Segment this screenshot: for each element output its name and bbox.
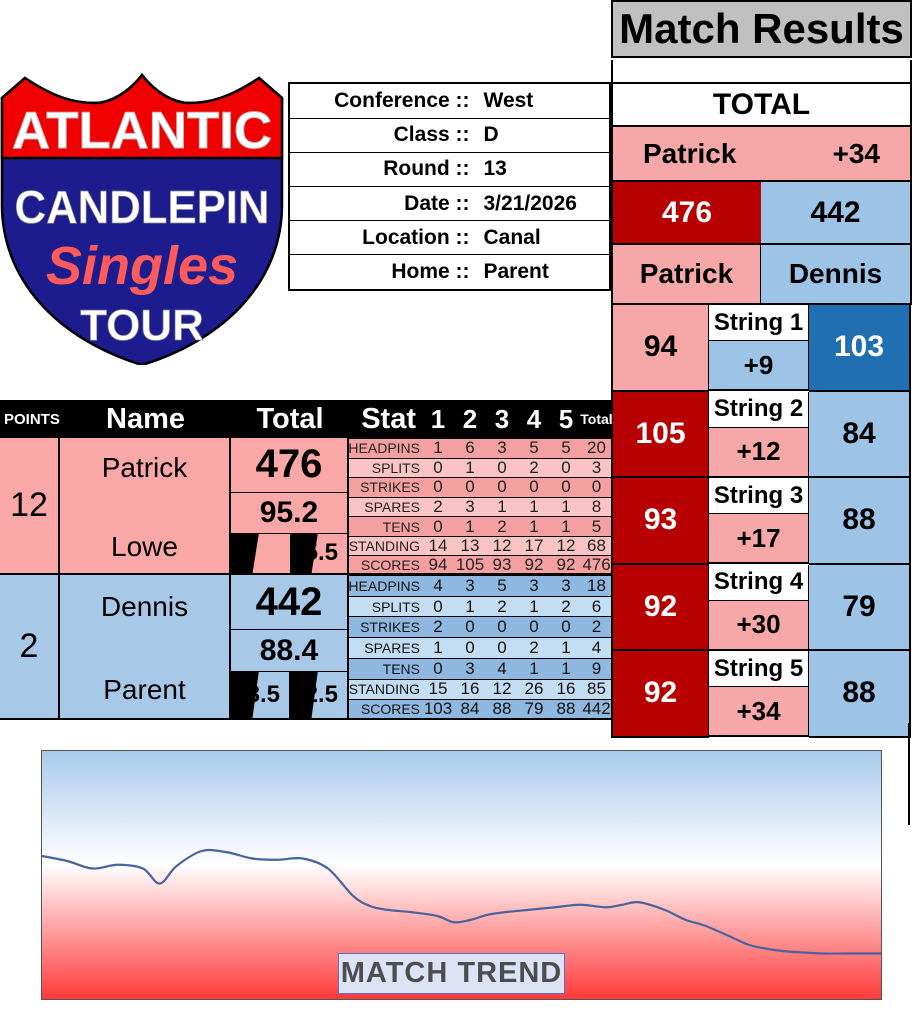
svg-text:Singles: Singles	[46, 236, 238, 296]
svg-text:CANDLEPIN: CANDLEPIN	[15, 181, 270, 233]
svg-text:TOUR: TOUR	[80, 301, 204, 350]
svg-text:ATLANTIC: ATLANTIC	[12, 102, 272, 160]
